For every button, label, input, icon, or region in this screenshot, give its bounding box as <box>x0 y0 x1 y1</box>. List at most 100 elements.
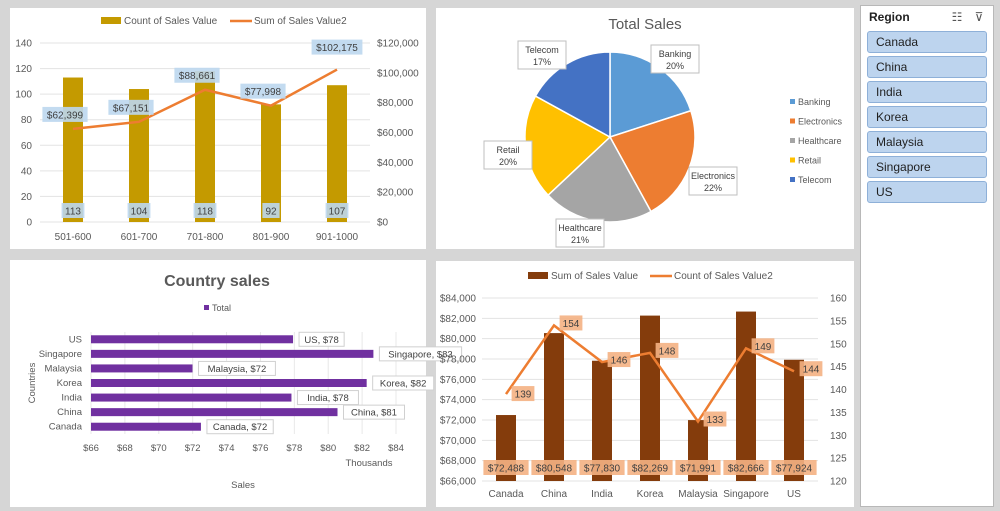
multi-select-icon[interactable]: ☷ <box>951 10 963 24</box>
x-tick: $70 <box>151 443 167 454</box>
bar <box>91 422 201 431</box>
bar-data-label-bg <box>771 460 817 475</box>
bar-data-label-bg <box>723 460 769 475</box>
y-tick-left: 0 <box>26 218 32 229</box>
legend-swatch <box>790 118 795 124</box>
x-tick: Malaysia <box>678 489 718 500</box>
y-tick: Canada <box>49 422 83 433</box>
x-axis-title: Sales <box>231 480 255 491</box>
y-tick: Malaysia <box>45 363 83 374</box>
legend-label: Retail <box>798 156 821 166</box>
bar-data-label: $82,269 <box>632 464 669 475</box>
slicer-item-malaysia[interactable]: Malaysia <box>867 131 987 153</box>
line-data-label: 133 <box>707 415 724 426</box>
line-data-label-bg <box>108 99 154 115</box>
bar-label-box <box>372 375 435 391</box>
bar-data-label: China, $81 <box>351 408 397 419</box>
line-data-label-bg <box>174 67 220 83</box>
y-tick-right: 125 <box>830 454 847 465</box>
pie-label-category: Electronics <box>691 171 736 181</box>
x-tick: $66 <box>83 443 99 454</box>
bar-data-label: Singapore, $83 <box>388 349 452 360</box>
legend-label: Sum of Sales Value2 <box>254 16 347 27</box>
bar-data-label-bg <box>325 203 349 218</box>
x-tick: Korea <box>637 489 664 500</box>
y-tick-left: $84,000 <box>440 294 477 305</box>
bar-data-label-bg <box>193 203 217 218</box>
y-tick-right: 120 <box>830 477 847 488</box>
y-tick: India <box>61 393 82 404</box>
pie-label-box <box>650 44 700 74</box>
pie-label-category: Banking <box>659 49 692 59</box>
bar-data-label: 118 <box>197 207 213 218</box>
x-tick: $80 <box>320 443 336 454</box>
bar-data-label: India, $78 <box>307 393 349 404</box>
legend-swatch <box>790 138 795 143</box>
y-tick-right: $20,000 <box>377 188 414 199</box>
y-tick-right: 130 <box>830 431 847 442</box>
bar-data-label: US, $78 <box>304 335 338 346</box>
y-tick-right: $0 <box>377 218 389 229</box>
bar-data-label: Korea, $82 <box>380 379 426 390</box>
line-data-label-bg <box>607 352 631 368</box>
bar <box>63 77 83 223</box>
bar-data-label: $77,924 <box>776 464 813 475</box>
x-tick: $78 <box>286 443 302 454</box>
y-tick-left: $72,000 <box>440 416 477 427</box>
legend-swatch <box>204 305 209 310</box>
bar-data-label-bg <box>61 203 85 218</box>
clear-filter-icon[interactable]: ⊽ <box>974 10 984 24</box>
bar-data-label-bg <box>579 460 625 475</box>
bar-data-label: $80,548 <box>536 464 573 475</box>
bar <box>91 408 338 417</box>
line-data-label: 149 <box>755 342 772 353</box>
y-tick-right: 135 <box>830 408 847 419</box>
bar <box>261 104 281 222</box>
y-tick-left: 20 <box>21 192 33 203</box>
slicer-item-us[interactable]: US <box>867 181 987 203</box>
x-tick: $84 <box>388 443 404 454</box>
y-tick-left: 80 <box>21 115 33 126</box>
y-tick-right: 145 <box>830 362 847 373</box>
y-tick-left: 140 <box>15 39 32 50</box>
bar <box>91 335 294 344</box>
line-data-label-bg <box>42 106 88 122</box>
bar-data-label-bg <box>627 460 673 475</box>
line-series <box>504 323 795 424</box>
pie-label-category: Telecom <box>525 45 559 55</box>
bar-data-label-bg <box>483 460 529 475</box>
y-tick-left: $74,000 <box>440 395 477 406</box>
bar <box>544 333 564 481</box>
bar <box>91 364 193 373</box>
slicer-header: Region ☷ ⊽ <box>861 6 993 28</box>
y-tick-left: $68,000 <box>440 456 477 467</box>
pie-label-percent: 21% <box>571 235 589 245</box>
line-data-label: 154 <box>563 319 580 330</box>
bar-data-label-bg <box>675 460 721 475</box>
pie-label-box <box>483 140 533 170</box>
legend-label: Sum of Sales Value <box>551 271 639 282</box>
pie-label-category: Retail <box>496 145 519 155</box>
pie-label-box <box>517 40 567 70</box>
x-tick: $82 <box>354 443 370 454</box>
x-unit-label: Thousands <box>345 458 392 469</box>
bar-label-box <box>296 390 359 406</box>
slicer-item-korea[interactable]: Korea <box>867 106 987 128</box>
y-axis-title: Countries <box>27 362 38 403</box>
bar-label-box <box>198 360 276 376</box>
slicer-item-singapore[interactable]: Singapore <box>867 156 987 178</box>
y-tick-left: $80,000 <box>440 334 477 345</box>
y-tick-right: 140 <box>830 385 847 396</box>
bar-data-label: 92 <box>265 207 277 218</box>
y-tick-left: 120 <box>15 64 32 75</box>
slicer-item-china[interactable]: China <box>867 56 987 78</box>
bar <box>91 379 367 387</box>
line-data-label-bg <box>511 386 535 402</box>
line-data-label: $67,151 <box>113 103 150 114</box>
y-tick-left: $70,000 <box>440 436 477 447</box>
bar <box>91 393 292 402</box>
x-tick: US <box>787 489 801 500</box>
slicer-item-india[interactable]: India <box>867 81 987 103</box>
line-data-label: $77,998 <box>245 87 282 98</box>
slicer-item-canada[interactable]: Canada <box>867 31 987 53</box>
